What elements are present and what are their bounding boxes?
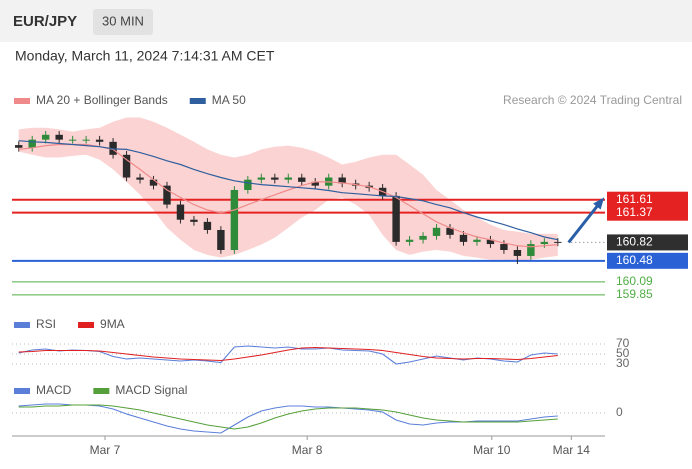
candle-body	[271, 177, 279, 180]
level-label-box	[607, 252, 688, 269]
y-tick-label: 30	[616, 356, 630, 370]
legend-label: MACD Signal	[115, 383, 187, 397]
candle-body	[163, 185, 171, 205]
x-tick-label: Mar 14	[553, 443, 591, 457]
candle-body	[136, 177, 144, 180]
level-label: 160.09	[616, 274, 653, 288]
x-tick-label: Mar 8	[292, 443, 323, 457]
candle-body	[554, 241, 562, 243]
timestamp: Monday, March 11, 2024 7:14:31 AM CET	[15, 48, 275, 64]
candle-body	[298, 177, 306, 182]
candle-body	[486, 239, 495, 245]
legend-swatch	[14, 98, 30, 104]
timeframe: 30 MIN	[102, 13, 144, 28]
candle-body	[15, 145, 23, 148]
level-label: 159.85	[616, 287, 653, 301]
legend-swatch	[14, 322, 30, 328]
indicator-line	[18, 403, 558, 434]
candle-body	[284, 177, 292, 180]
legend-label: 9MA	[100, 317, 125, 331]
candle-body	[41, 134, 50, 140]
candle-body	[392, 195, 400, 242]
candle-body	[122, 154, 131, 178]
legend-swatch	[14, 388, 30, 394]
forecast-arrow	[567, 198, 604, 244]
timeframe-box	[93, 9, 153, 35]
level-label-box	[607, 204, 688, 221]
legend-swatch	[93, 388, 110, 394]
candle-body	[257, 177, 266, 180]
candle-body	[405, 239, 414, 242]
candle-body	[176, 204, 185, 220]
indicator-line	[18, 345, 558, 365]
level-label: 161.61	[616, 192, 653, 206]
candle-body	[311, 181, 319, 186]
x-tick-label: Mar 10	[473, 443, 511, 457]
attribution: Research © 2024 Trading Central	[503, 93, 682, 107]
x-tick-label: Mar 7	[90, 443, 121, 457]
indicator-line	[18, 346, 558, 362]
candle-body	[203, 221, 212, 230]
candle-body	[432, 227, 441, 236]
candle-body	[28, 139, 36, 148]
ma-line	[18, 140, 558, 241]
level-label: 160.48	[616, 253, 653, 267]
candle-body	[527, 244, 535, 256]
level-label-box	[607, 191, 688, 208]
legend-label: MACD	[36, 383, 72, 397]
legend-label: RSI	[36, 317, 56, 331]
y-tick-label: 50	[616, 346, 630, 360]
candle-body	[459, 234, 468, 242]
forecast-arrow-head	[593, 197, 605, 210]
candle-body	[149, 179, 158, 186]
legend-swatch	[78, 322, 95, 328]
y-tick-label: 70	[616, 336, 630, 350]
legend-label: MA 20 + Bollinger Bands	[36, 93, 168, 107]
candle-body	[82, 139, 90, 141]
candle-body	[419, 235, 427, 240]
candle-body	[217, 229, 225, 250]
candle-body	[446, 227, 454, 235]
candle-body	[513, 249, 522, 256]
symbol: EUR/JPY	[13, 13, 77, 30]
candle-body	[500, 244, 508, 250]
level-label: 160.82	[616, 235, 653, 249]
candle-body	[338, 177, 346, 184]
level-label: 161.37	[616, 205, 653, 219]
candle-body	[55, 134, 63, 140]
indicator-line	[18, 404, 558, 430]
candle-body	[230, 189, 239, 250]
candle-body	[95, 139, 104, 142]
candle-body	[190, 219, 198, 222]
level-label-box	[607, 234, 688, 251]
y-tick-label: 0	[616, 405, 623, 419]
legend-label: MA 50	[212, 93, 246, 107]
candle-body	[244, 179, 252, 190]
candle-body	[473, 239, 481, 242]
legend-swatch	[189, 98, 206, 104]
candle-body	[68, 139, 77, 141]
candle-body	[540, 241, 549, 245]
